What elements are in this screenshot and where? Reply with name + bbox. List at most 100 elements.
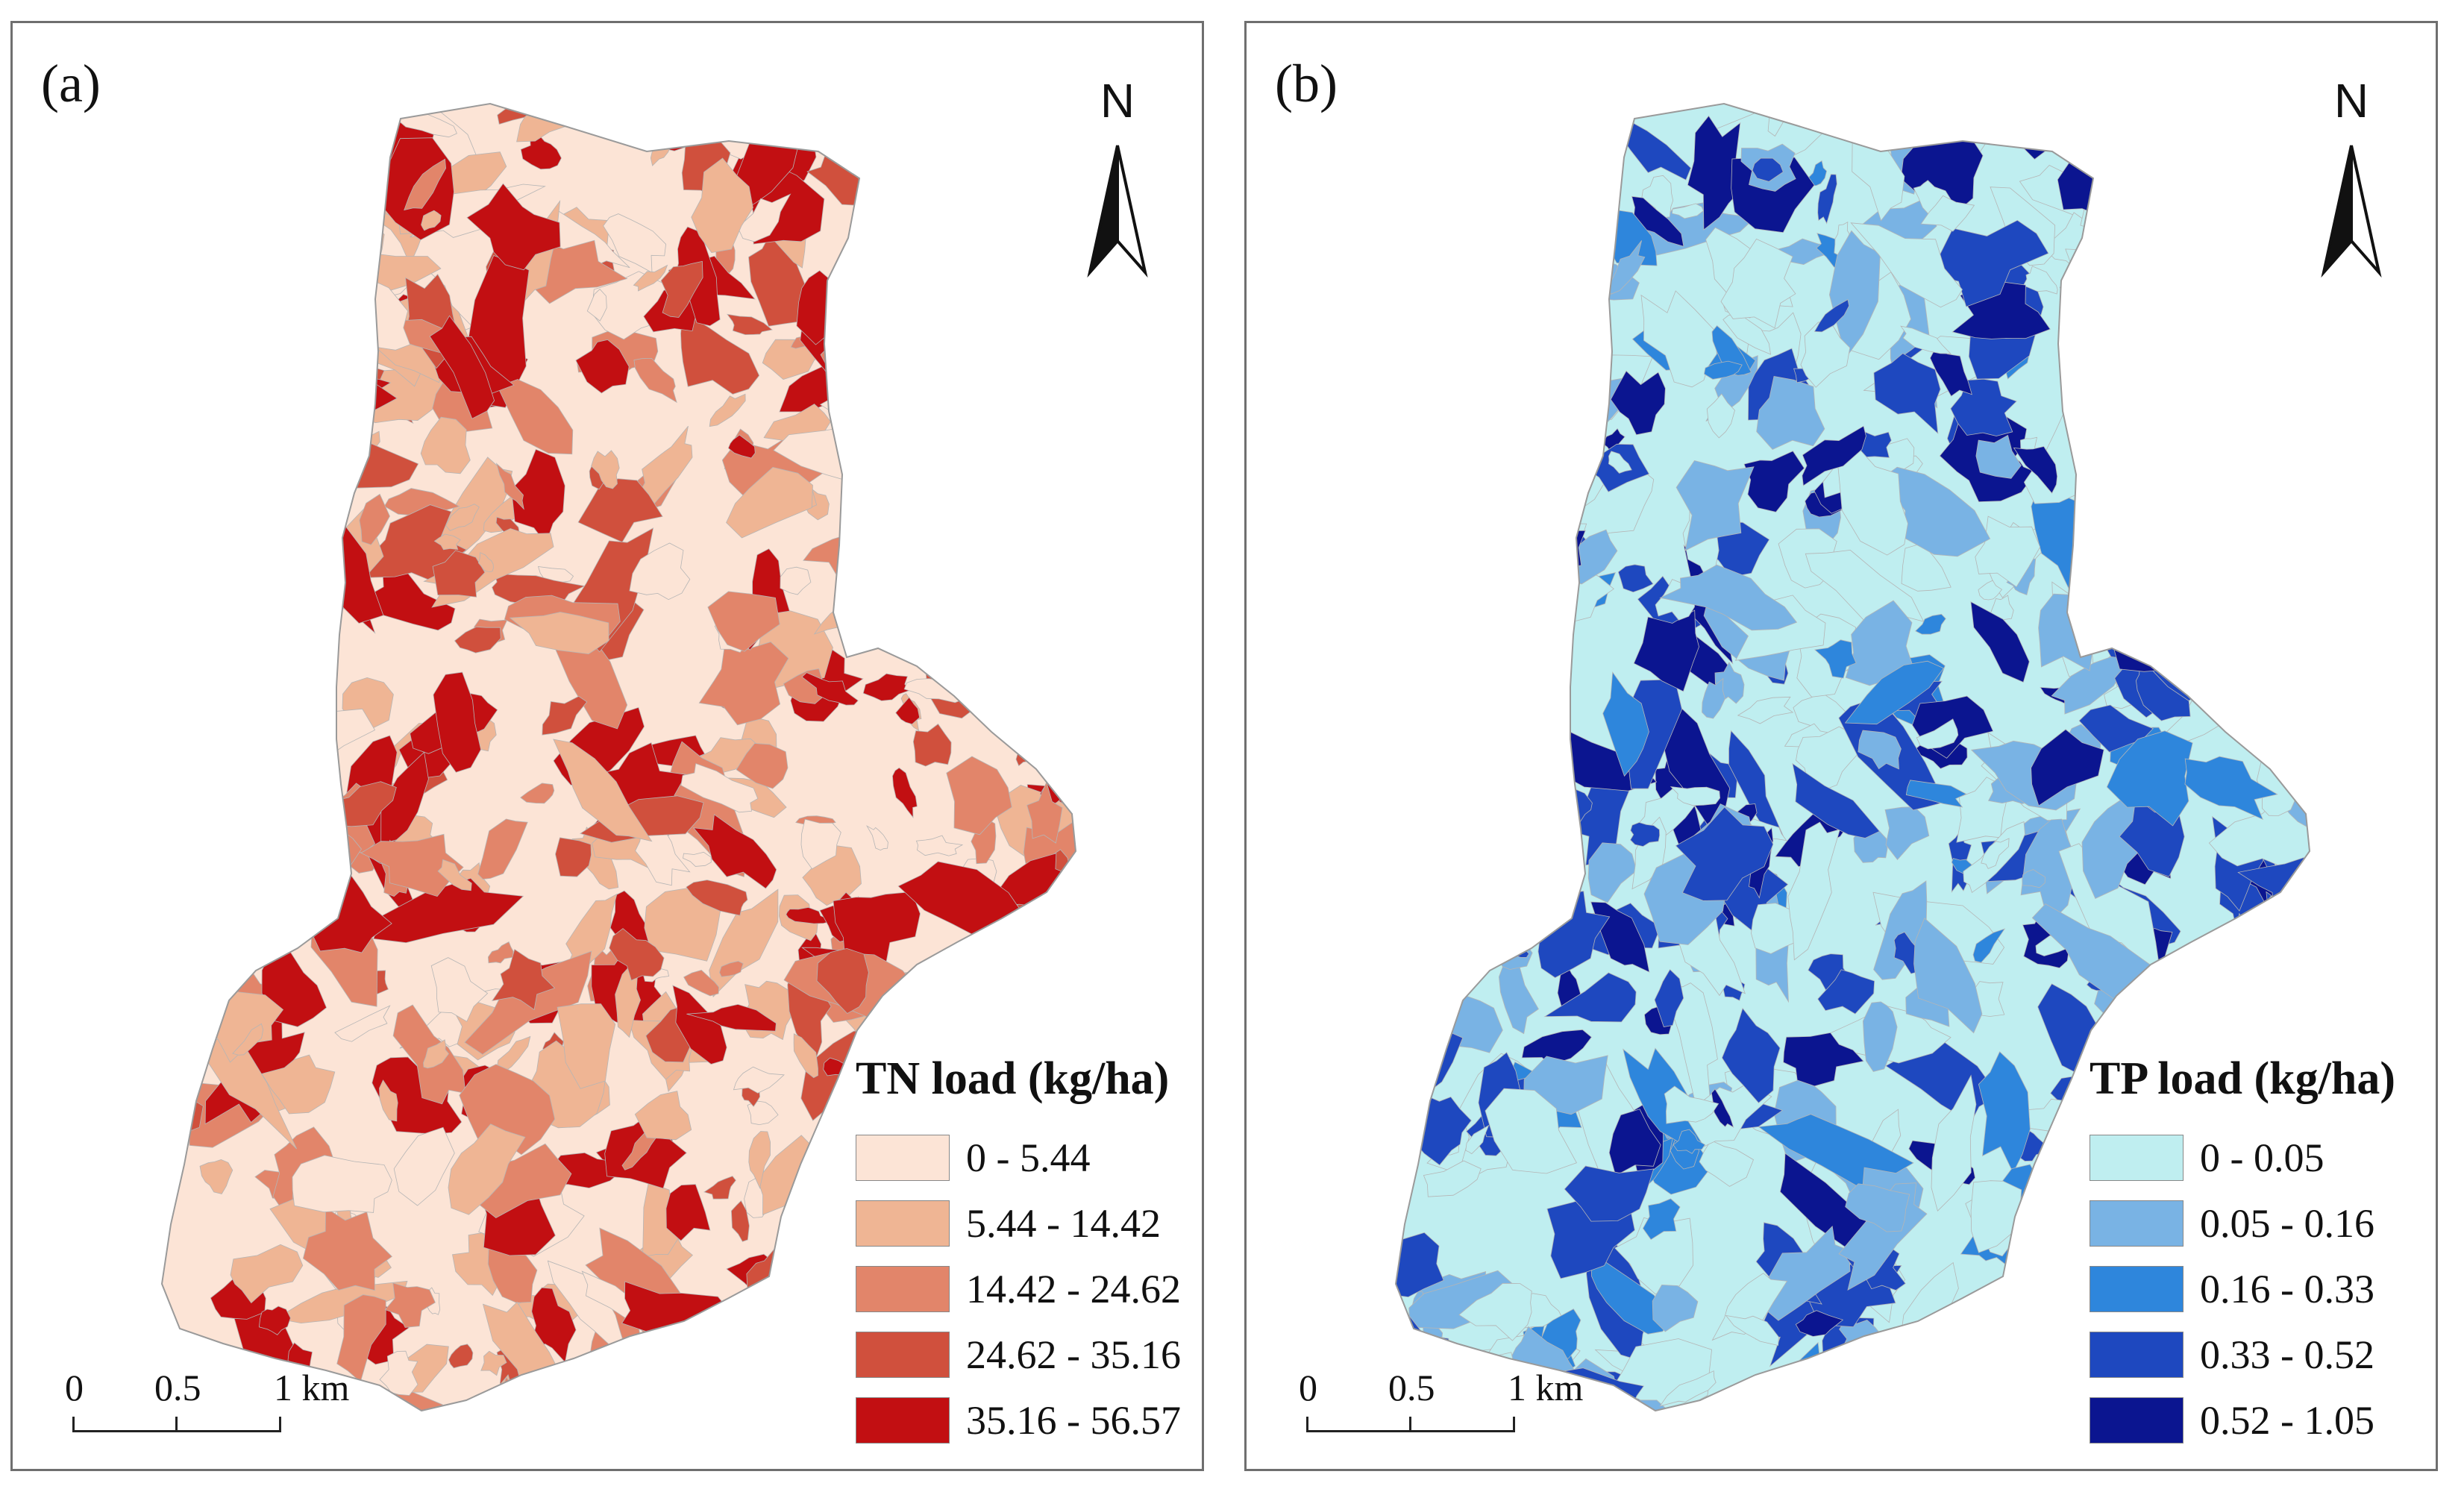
land-patch xyxy=(1916,718,1959,750)
scale-tick xyxy=(1306,1417,1308,1432)
land-patch xyxy=(1792,762,1881,839)
land-patch xyxy=(683,851,712,867)
scale-bar: 0 0.5 1 km xyxy=(1288,1366,1583,1448)
land-patch xyxy=(828,1253,848,1279)
land-patch xyxy=(509,612,609,655)
land-patch xyxy=(263,227,320,328)
land-patch xyxy=(2276,548,2310,653)
land-patch xyxy=(955,418,1003,493)
land-patch xyxy=(1041,912,1076,965)
land-patch xyxy=(162,809,236,897)
land-patch xyxy=(162,1074,204,1136)
land-patch xyxy=(942,554,1030,598)
land-patch xyxy=(269,527,319,564)
land-patch xyxy=(557,1003,616,1089)
land-patch xyxy=(994,416,1076,489)
land-patch xyxy=(1497,937,1530,958)
land-patch xyxy=(1452,175,1534,269)
land-patch xyxy=(1786,104,1822,124)
land-patch xyxy=(1722,314,1772,355)
land-patch xyxy=(1617,564,1654,593)
land-patch xyxy=(1418,372,1544,432)
land-patch xyxy=(1543,972,1637,1023)
land-patch xyxy=(1405,883,1440,921)
legend-label: 14.42 - 24.62 xyxy=(966,1267,1181,1311)
land-patch xyxy=(1610,370,1666,436)
land-patch xyxy=(386,1408,414,1411)
land-patch xyxy=(180,699,261,755)
land-patch xyxy=(1652,1284,1699,1332)
land-patch xyxy=(1703,360,1743,380)
land-patch xyxy=(2178,179,2229,260)
land-patch xyxy=(1671,203,1704,219)
land-patch xyxy=(1028,209,1055,272)
north-arrow-icon: N xyxy=(2321,74,2382,278)
land-patch xyxy=(589,1353,621,1394)
land-patch xyxy=(692,1320,726,1356)
land-patch xyxy=(1721,1007,1781,1103)
land-patch xyxy=(800,818,841,870)
land-patch xyxy=(2213,607,2310,666)
land-patch xyxy=(1396,814,1449,844)
land-patch xyxy=(1934,219,2049,307)
land-patch xyxy=(2047,1205,2078,1223)
land-patch xyxy=(302,1207,393,1291)
scale-tick xyxy=(279,1417,281,1432)
land-patch xyxy=(906,560,955,642)
land-patch xyxy=(994,512,1047,613)
land-patch xyxy=(379,1350,418,1396)
land-patch xyxy=(339,180,357,228)
land-patch xyxy=(553,739,653,842)
scale-tick xyxy=(72,1417,75,1432)
land-patch xyxy=(1396,104,1461,163)
legend-item: 0 - 0.05 xyxy=(2090,1125,2425,1191)
land-patch xyxy=(948,123,1003,143)
land-patch xyxy=(1446,492,1493,533)
land-patch xyxy=(178,217,278,335)
land-patch xyxy=(429,315,495,419)
land-patch xyxy=(225,772,247,804)
land-patch xyxy=(433,533,461,551)
land-patch xyxy=(1706,393,1735,439)
land-patch xyxy=(547,1260,625,1350)
land-patch xyxy=(1752,157,1784,182)
land-patch xyxy=(2068,104,2092,137)
legend-item: 0.52 - 1.05 xyxy=(2090,1388,2425,1453)
land-patch xyxy=(430,957,489,1022)
land-patch xyxy=(1462,320,1539,374)
land-patch xyxy=(898,392,969,498)
land-patch xyxy=(1396,213,1447,272)
land-patch xyxy=(466,183,561,271)
land-patch xyxy=(1437,486,1469,504)
land-patch xyxy=(959,450,1018,513)
land-patch xyxy=(230,1244,304,1304)
land-patch xyxy=(1396,777,1435,847)
land-patch xyxy=(965,960,991,995)
panel-label: (b) xyxy=(1275,54,1338,113)
land-patch xyxy=(380,751,429,844)
land-patch xyxy=(1410,730,1455,809)
land-patch xyxy=(243,671,318,726)
land-patch xyxy=(986,213,1023,304)
land-patch xyxy=(2072,430,2114,454)
land-patch xyxy=(1473,262,1577,330)
land-patch xyxy=(1434,607,1454,634)
land-patch xyxy=(984,621,1065,713)
land-patch xyxy=(603,213,667,274)
land-patch xyxy=(1970,1180,2022,1253)
land-patch xyxy=(1614,1217,1693,1295)
land-patch xyxy=(1396,104,1429,123)
legend-label: 0.16 - 0.33 xyxy=(2200,1267,2374,1311)
land-patch xyxy=(1038,984,1072,1013)
land-patch xyxy=(1972,928,2006,963)
land-patch xyxy=(308,213,385,314)
land-patch xyxy=(633,264,668,292)
land-patch xyxy=(2125,119,2181,167)
land-patch xyxy=(258,1306,291,1335)
land-patch xyxy=(586,289,607,322)
land-patch xyxy=(1642,1198,1681,1241)
legend-swatch xyxy=(2090,1397,2184,1444)
land-patch xyxy=(313,802,339,820)
land-patch xyxy=(1426,290,1496,360)
legend-swatch xyxy=(856,1200,950,1247)
